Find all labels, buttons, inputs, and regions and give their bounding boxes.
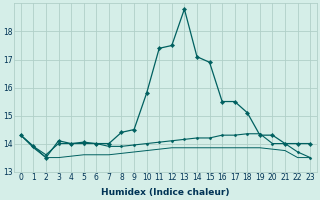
X-axis label: Humidex (Indice chaleur): Humidex (Indice chaleur): [101, 188, 230, 197]
